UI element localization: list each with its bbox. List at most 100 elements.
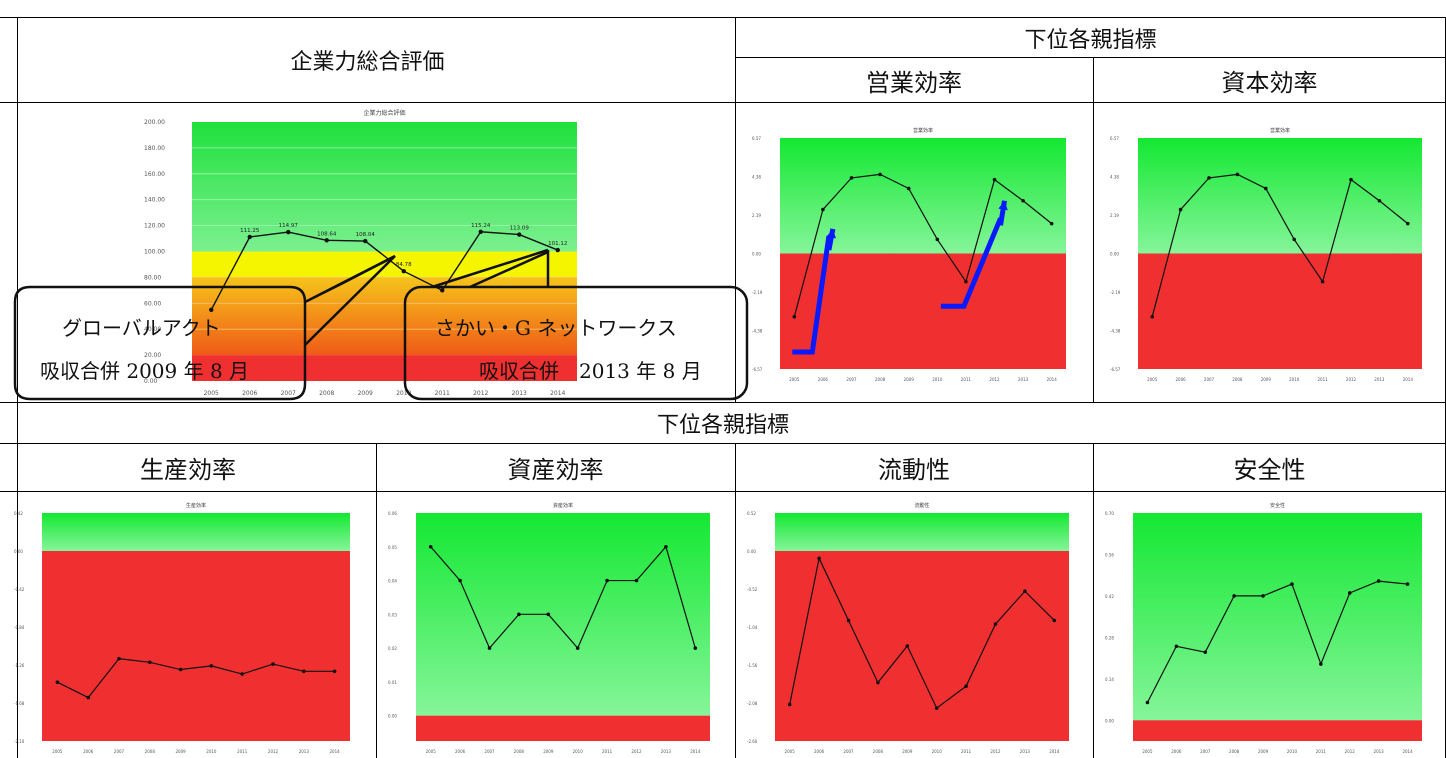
- x-tick-label: 2013: [299, 749, 310, 754]
- band-green: [192, 122, 577, 252]
- data-point: [1264, 186, 1268, 191]
- data-point: [878, 172, 882, 177]
- y-tick-label: 0.03: [388, 612, 397, 617]
- data-point: [546, 612, 551, 617]
- y-tick-label: 140.00: [144, 197, 165, 204]
- data-point: [1203, 650, 1208, 654]
- data-point: [1406, 221, 1410, 226]
- table-border: [0, 443, 1446, 444]
- x-tick-label: 2013: [661, 749, 672, 754]
- data-point: [575, 646, 580, 650]
- x-tick-label: 2014: [1402, 749, 1413, 754]
- data-point: [487, 646, 492, 650]
- data-point: [992, 177, 997, 182]
- data-point: [1319, 662, 1323, 666]
- x-tick-label: 2013: [1018, 377, 1029, 382]
- x-tick-label: 2011: [961, 749, 972, 754]
- data-point: [693, 646, 698, 650]
- band-red: [42, 551, 350, 741]
- x-tick-label: 2013: [1374, 749, 1385, 754]
- x-tick-label: 2010: [206, 749, 217, 754]
- data-point: [1347, 591, 1352, 595]
- x-tick-label: 2010: [932, 377, 943, 382]
- y-tick-label: -0.52: [747, 587, 758, 592]
- data-label: 84.78: [396, 262, 412, 268]
- chart-title: 流動性: [914, 502, 929, 509]
- series-line: [1146, 580, 1408, 703]
- y-tick-label: 0.28: [1105, 635, 1114, 640]
- y-tick-label: 20.00: [144, 352, 161, 359]
- data-point: [792, 314, 797, 319]
- data-point: [1145, 700, 1150, 705]
- data-point: [993, 622, 998, 626]
- y-tick-label: 40.00: [144, 326, 161, 333]
- callout-left-date: 吸収合併 2009 年 8 月: [40, 359, 250, 383]
- x-tick-label: 2007: [484, 749, 495, 754]
- x-tick-label: 2005: [789, 377, 800, 382]
- y-tick-label: -1.26: [14, 663, 25, 668]
- safety-header: 安全性: [1233, 456, 1306, 484]
- y-tick-label: 0.00: [752, 252, 761, 257]
- callout-right-company: さかい・G ネットワークス: [435, 316, 677, 340]
- y-tick-label: 0.00: [144, 378, 158, 385]
- data-point: [178, 667, 183, 672]
- table-border: [735, 17, 736, 403]
- callout-right-date: 吸収合併 2013 年 8 月: [479, 359, 702, 383]
- x-tick-label: 2014: [1049, 749, 1060, 754]
- data-point: [821, 207, 825, 212]
- x-tick-label: 2009: [904, 377, 915, 382]
- data-label: 111.25: [240, 228, 260, 234]
- x-tick-label: 2013: [1020, 749, 1031, 754]
- y-tick-label: -1.56: [747, 663, 758, 668]
- callout-left-pointer: [304, 255, 396, 346]
- x-tick-label: 2009: [1258, 749, 1269, 754]
- data-point: [271, 662, 275, 666]
- band-red: [1133, 720, 1422, 741]
- x-tick-label: 2006: [1176, 377, 1187, 382]
- table-border: [0, 491, 1446, 492]
- data-point: [247, 234, 252, 240]
- band-red: [780, 253, 1066, 369]
- x-tick-label: 2010: [1289, 377, 1300, 382]
- band-green: [775, 513, 1069, 551]
- data-point: [286, 229, 291, 235]
- capital-efficiency-header: 資本効率: [1221, 68, 1318, 97]
- data-point: [634, 578, 639, 583]
- series-line: [210, 231, 559, 311]
- data-point: [1405, 582, 1410, 586]
- x-tick-label: 2012: [268, 749, 279, 754]
- y-tick-label: 0.00: [747, 549, 756, 554]
- table-border-top: [0, 17, 1446, 18]
- x-tick-label: 2010: [1287, 749, 1298, 754]
- data-point: [517, 232, 522, 237]
- data-point: [117, 656, 121, 661]
- band-red: [775, 551, 1069, 741]
- x-tick-label: 2005: [1147, 377, 1158, 382]
- x-tick-label: 2014: [550, 390, 565, 397]
- liquidity-chart: 流動性 0.52 0.00 -0.52 -1.04 -1.56 -2.08 -2.60 2005…: [747, 502, 1069, 754]
- chart-title: 生産効率: [186, 502, 206, 509]
- x-tick-label: 2011: [237, 749, 248, 754]
- trend-arrow-head: [826, 228, 836, 239]
- x-tick-label: 2012: [989, 377, 1000, 382]
- x-tick-label: 2006: [1171, 749, 1182, 754]
- y-tick-label: -6.57: [1110, 367, 1121, 372]
- x-tick-label: 2007: [1200, 749, 1211, 754]
- y-tick-label: 4.38: [752, 175, 761, 180]
- trend-arrow: [940, 217, 1003, 309]
- y-tick-label: -0.42: [14, 587, 25, 592]
- band-green: [780, 138, 1066, 254]
- y-tick-label: 80.00: [144, 274, 161, 281]
- table-border: [0, 402, 1446, 403]
- data-point: [846, 618, 851, 623]
- data-point: [935, 237, 940, 242]
- data-point: [55, 680, 60, 684]
- data-point: [555, 247, 560, 253]
- sub-indicators-header-top: 下位各親指標: [1024, 28, 1157, 53]
- x-tick-label: 2009: [902, 749, 913, 754]
- y-tick-label: -2.08: [747, 701, 758, 706]
- data-label: 108.04: [356, 232, 376, 238]
- asset-efficiency-header: 資産効率: [507, 456, 604, 484]
- data-point: [1290, 582, 1294, 586]
